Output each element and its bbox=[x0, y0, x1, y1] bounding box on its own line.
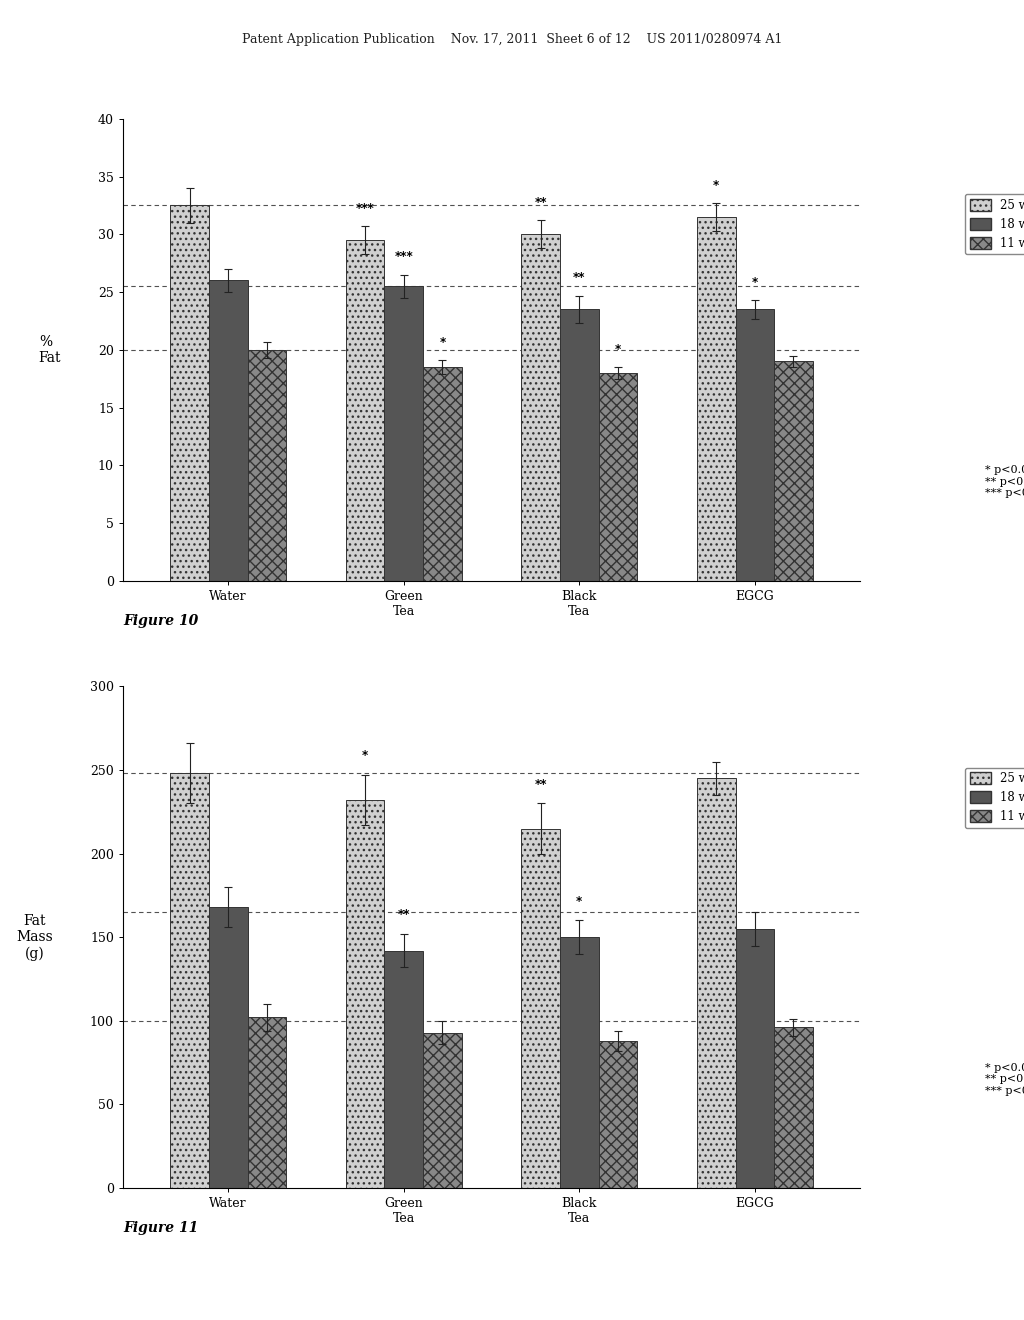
Bar bbox=[697, 216, 735, 581]
Text: * p<0.05
** p<0.01
*** p<0.001: * p<0.05 ** p<0.01 *** p<0.001 bbox=[985, 1063, 1024, 1096]
Bar bbox=[423, 1032, 462, 1188]
Text: *: * bbox=[614, 343, 621, 355]
Bar bbox=[560, 309, 599, 581]
Y-axis label: Fat
Mass
(g): Fat Mass (g) bbox=[16, 913, 53, 961]
Text: **: ** bbox=[573, 271, 586, 284]
Text: **: ** bbox=[535, 777, 547, 791]
Bar bbox=[735, 309, 774, 581]
Text: *: * bbox=[439, 335, 445, 348]
Bar bbox=[209, 281, 248, 581]
Bar bbox=[248, 350, 286, 581]
Bar bbox=[774, 362, 813, 581]
Text: *: * bbox=[713, 178, 719, 191]
Bar bbox=[735, 929, 774, 1188]
Text: Figure 11: Figure 11 bbox=[123, 1221, 198, 1236]
Bar bbox=[521, 829, 560, 1188]
Bar bbox=[209, 907, 248, 1188]
Text: Patent Application Publication    Nov. 17, 2011  Sheet 6 of 12    US 2011/028097: Patent Application Publication Nov. 17, … bbox=[242, 33, 782, 46]
Bar bbox=[560, 937, 599, 1188]
Bar bbox=[423, 367, 462, 581]
Y-axis label: % 
Fat: % Fat bbox=[38, 335, 60, 364]
Bar bbox=[384, 950, 423, 1188]
Bar bbox=[346, 240, 384, 581]
Text: **: ** bbox=[397, 908, 410, 921]
Text: **: ** bbox=[535, 195, 547, 209]
Bar bbox=[384, 286, 423, 581]
Bar bbox=[170, 774, 209, 1188]
Text: ***: *** bbox=[355, 202, 375, 215]
Bar bbox=[170, 206, 209, 581]
Bar bbox=[521, 235, 560, 581]
Bar bbox=[248, 1018, 286, 1188]
Bar bbox=[599, 1041, 637, 1188]
Text: *: * bbox=[752, 276, 758, 289]
Bar bbox=[774, 1027, 813, 1188]
Text: Figure 10: Figure 10 bbox=[123, 614, 198, 628]
Legend: 25 weeks, 18 weeks, 11 weeks: 25 weeks, 18 weeks, 11 weeks bbox=[965, 767, 1024, 828]
Bar bbox=[346, 800, 384, 1188]
Text: *: * bbox=[577, 895, 583, 908]
Text: *: * bbox=[362, 750, 369, 763]
Text: ***: *** bbox=[394, 251, 413, 263]
Bar bbox=[599, 372, 637, 581]
Legend: 25 weeks, 18 weeks, 11 weeks: 25 weeks, 18 weeks, 11 weeks bbox=[965, 194, 1024, 255]
Bar bbox=[697, 779, 735, 1188]
Text: * p<0.05
** p<0.01
*** p<0.001: * p<0.05 ** p<0.01 *** p<0.001 bbox=[985, 465, 1024, 499]
